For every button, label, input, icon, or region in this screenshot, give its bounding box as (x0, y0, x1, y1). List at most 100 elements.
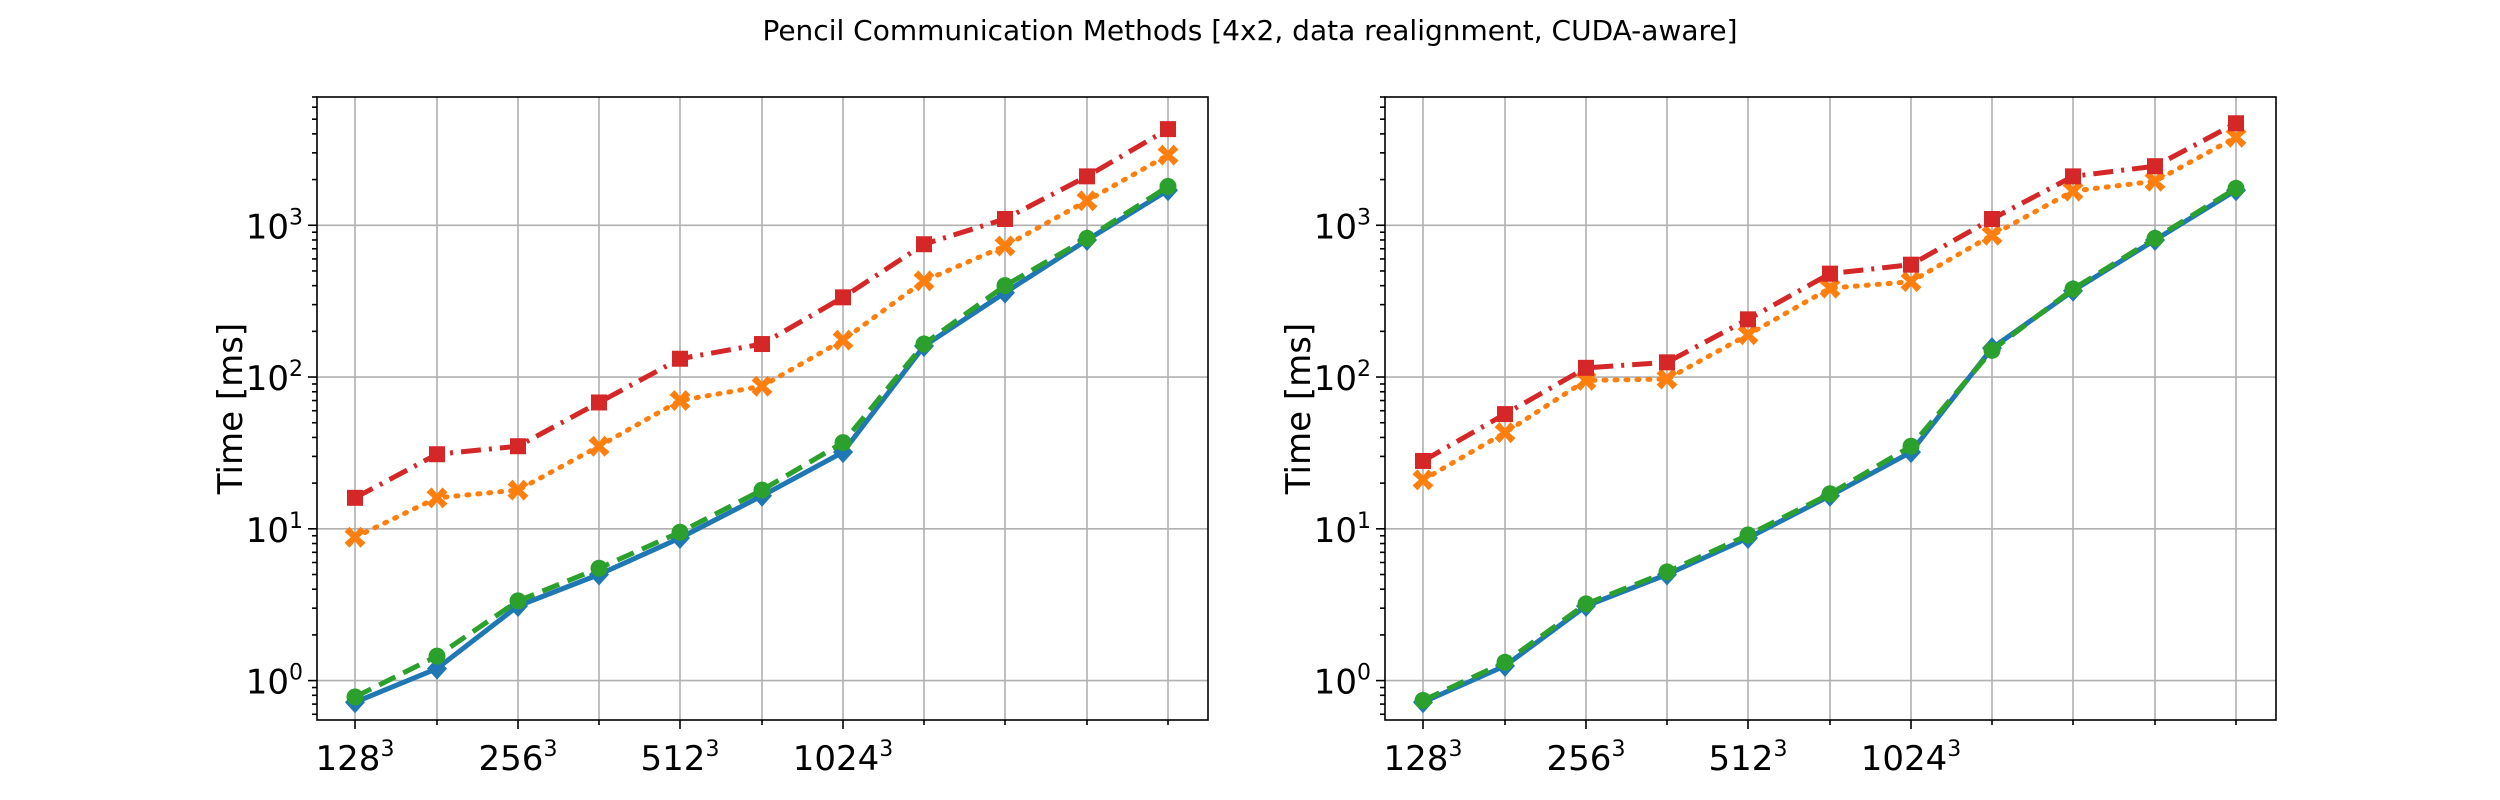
series-4-point (1079, 168, 1095, 185)
series-4 (1415, 115, 2244, 469)
series-4-point (672, 350, 688, 367)
series-4-point (510, 438, 526, 455)
y-tick-label-base: 10 (246, 663, 289, 703)
series-4-point (1740, 311, 1756, 328)
series-3 (346, 178, 1177, 706)
x-tick-label-base: 512 (641, 739, 706, 779)
x-tick-label: 2563 (479, 737, 558, 779)
series-2-point (2062, 180, 2084, 202)
y-tick-label-exponent: 3 (1357, 205, 1371, 230)
y-tick-label-base: 10 (1314, 207, 1357, 247)
grid (1385, 97, 2276, 720)
x-tick-label: 5123 (1709, 737, 1788, 779)
series-2-point (1737, 324, 1759, 346)
x-tick-label-base: 1024 (793, 739, 880, 779)
series-3-point (2227, 179, 2245, 197)
x-tick-label-base: 128 (316, 739, 381, 779)
series-4-point (429, 446, 445, 463)
series-3-point (1159, 178, 1177, 196)
series-3 (1414, 179, 2245, 709)
series-2-point (1981, 224, 2003, 246)
series-3-point (915, 335, 933, 353)
x-tick-label-exponent: 3 (879, 737, 893, 762)
series-3-point (671, 523, 689, 541)
series-2-point (1494, 422, 1516, 444)
grid (317, 97, 1208, 720)
series-4-point (1903, 256, 1919, 273)
series-4-point (1497, 406, 1513, 423)
series-3-point (509, 592, 527, 610)
series-2-point (1412, 469, 1434, 491)
series-4-line (1421, 121, 2238, 464)
series-4-point (1659, 354, 1675, 371)
series-3-point (1414, 691, 1432, 709)
series-1-point (427, 657, 447, 680)
y-tick-label-base: 10 (1314, 663, 1357, 703)
y-axis-label: Time [ms] (211, 323, 251, 495)
series-4-point (2147, 158, 2163, 175)
y-tick-label: 102 (246, 357, 303, 399)
x-tick-label-exponent: 3 (543, 737, 557, 762)
y-tick-label-base: 10 (1314, 511, 1357, 551)
x-tick-label-exponent: 3 (1947, 737, 1961, 762)
y-tick-label-exponent: 2 (1357, 357, 1371, 382)
series-2-point (344, 526, 366, 548)
series-2-point (1900, 271, 1922, 293)
y-tick-label: 100 (246, 661, 303, 703)
series-3-point (1739, 526, 1757, 544)
y-axis-label: Time [ms] (1279, 323, 1319, 495)
series-2-point (751, 375, 773, 397)
series-4-point (591, 394, 607, 411)
series-4-point (1822, 265, 1838, 282)
x-tick-label-base: 1024 (1861, 739, 1948, 779)
series-3-point (834, 434, 852, 452)
series-4-point (916, 236, 932, 253)
y-tick-label: 103 (246, 205, 303, 247)
series-3-point (753, 481, 771, 499)
series-3-line (1421, 186, 2238, 703)
series-2 (344, 144, 1179, 548)
series-4-point (754, 336, 770, 353)
series-4-point (2228, 115, 2244, 132)
series-2-point (1076, 190, 1098, 212)
series-3-point (1078, 229, 1096, 247)
series-2-point (2225, 126, 2247, 148)
y-tick-label-exponent: 1 (289, 509, 303, 534)
y-tick-label-base: 10 (246, 511, 289, 551)
series-2-point (913, 270, 935, 292)
series-2-point (669, 390, 691, 412)
x-tick-label: 2563 (1547, 737, 1626, 779)
y-tick-label-base: 10 (246, 359, 289, 399)
x-tick-label-base: 128 (1384, 739, 1449, 779)
x-tick-label-base: 256 (1547, 739, 1612, 779)
y-tick-label-base: 10 (246, 207, 289, 247)
series-3-point (346, 688, 364, 706)
series-4-point (2065, 168, 2081, 185)
y-tick-label-exponent: 1 (1357, 509, 1371, 534)
y-tick-label: 102 (1314, 357, 1371, 399)
x-tick-label-base: 512 (1709, 739, 1774, 779)
x-tick-label-exponent: 3 (1773, 737, 1787, 762)
x-tick-label-exponent: 3 (1448, 737, 1462, 762)
x-tick-label-exponent: 3 (705, 737, 719, 762)
series-3-point (996, 277, 1014, 295)
figure-suptitle: Pencil Communication Methods [4x2, data … (762, 14, 1737, 47)
x-tick-label: 10243 (1861, 737, 1962, 779)
x-tick-label: 1283 (316, 737, 395, 779)
y-tick-label: 101 (246, 509, 303, 551)
series-3-point (1983, 341, 2001, 359)
y-tick-label-exponent: 0 (1357, 661, 1371, 686)
series-2-point (1157, 144, 1179, 166)
series-2-point (507, 479, 529, 501)
y-tick-label-base: 10 (1314, 359, 1357, 399)
y-tick-label: 100 (1314, 661, 1371, 703)
series-3-point (428, 647, 446, 665)
x-tick-label: 10243 (793, 737, 894, 779)
series-2-point (832, 329, 854, 351)
series-2-point (588, 435, 610, 457)
series-3-point (2064, 280, 2082, 298)
series-4-point (1984, 210, 2000, 227)
